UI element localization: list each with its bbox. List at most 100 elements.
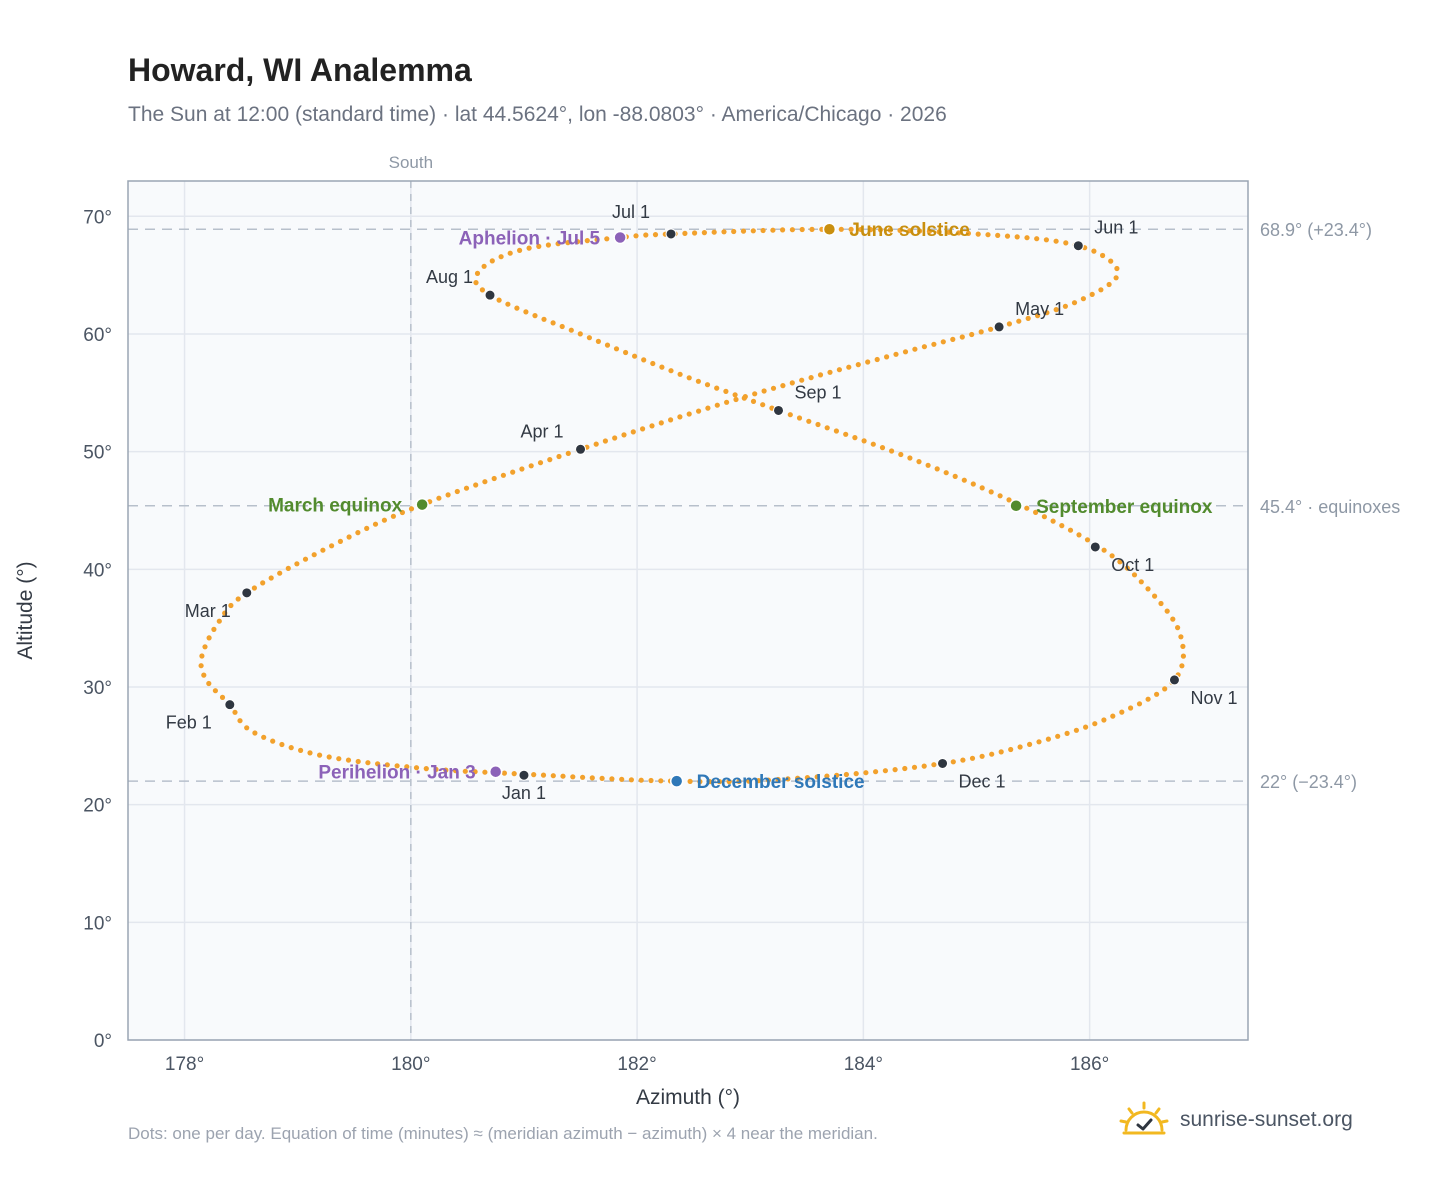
- daily-dot: [870, 441, 876, 447]
- daily-dot: [736, 778, 742, 785]
- daily-dot: [473, 482, 479, 488]
- daily-dot: [198, 663, 204, 669]
- month-marker-label: Feb 1: [166, 713, 212, 733]
- daily-dot: [1106, 281, 1112, 288]
- daily-dot: [462, 768, 468, 774]
- altitude-reference-label: 68.9° (+23.4°): [1260, 220, 1372, 240]
- daily-dot: [1059, 523, 1065, 529]
- daily-dot: [686, 411, 692, 417]
- daily-dot: [714, 402, 720, 408]
- daily-dot: [531, 772, 537, 778]
- daily-dot: [770, 227, 776, 233]
- daily-dot: [1035, 313, 1041, 319]
- daily-dot: [528, 463, 534, 469]
- brand-name[interactable]: sunrise-sunset.org: [1180, 1108, 1353, 1131]
- daily-dot: [1145, 696, 1151, 702]
- month-markers: Jan 1 Feb 1 Mar 1 Apr 1 May 1 Jun 1 Jul 1 Aug 1…: [166, 202, 1238, 803]
- daily-dot: [260, 580, 266, 586]
- daily-dot: [559, 323, 565, 330]
- x-tick-label: 180°: [391, 1054, 430, 1075]
- daily-dot: [799, 226, 805, 233]
- month-marker-dot: [224, 699, 236, 711]
- daily-dot: [780, 227, 786, 233]
- daily-dot: [609, 776, 615, 782]
- daily-dot: [1092, 721, 1098, 727]
- daily-dot: [560, 773, 566, 779]
- daily-dot: [277, 570, 283, 576]
- daily-dot: [686, 375, 692, 381]
- daily-dot: [604, 236, 610, 242]
- daily-dot: [940, 339, 946, 345]
- daily-dot: [1098, 287, 1104, 293]
- daily-dot: [950, 759, 956, 765]
- event-marker-dot: [415, 497, 429, 512]
- daily-dot: [632, 353, 638, 359]
- daily-dot: [472, 769, 478, 775]
- daily-dot: [337, 538, 343, 545]
- daily-dot: [659, 364, 665, 370]
- plot-area: [128, 181, 1248, 1040]
- daily-dot: [1073, 727, 1079, 733]
- daily-dot: [514, 305, 520, 311]
- daily-dot: [892, 767, 898, 773]
- daily-dot: [463, 485, 470, 491]
- x-axis-label: Azimuth (°): [636, 1086, 740, 1109]
- daily-dot: [865, 359, 871, 365]
- chart-subtitle: The Sun at 12:00 (standard time) · lat 4…: [128, 103, 947, 126]
- daily-dot: [473, 280, 479, 286]
- daily-dot: [202, 644, 208, 650]
- daily-dot: [1124, 565, 1130, 571]
- daily-dot: [833, 428, 840, 434]
- daily-dot: [959, 334, 965, 340]
- daily-dot: [677, 414, 683, 420]
- daily-dot: [1164, 608, 1170, 614]
- daily-dot: [206, 635, 212, 641]
- daily-dot: [724, 399, 730, 405]
- daily-dot: [815, 421, 821, 428]
- daily-dot: [789, 227, 796, 233]
- month-marker-label: Jan 1: [502, 783, 546, 803]
- daily-dot: [372, 521, 379, 527]
- event-marker-dot: [822, 222, 837, 236]
- axis-ticks: 178° 180° 182° 184° 186° 0° 10° 20° 30° 40° 50° 60°…: [83, 207, 1109, 1075]
- daily-dot: [770, 385, 777, 391]
- daily-dot: [926, 228, 933, 234]
- daily-dot: [726, 779, 732, 785]
- daily-dot: [978, 329, 984, 335]
- daily-dot: [541, 316, 547, 322]
- daily-dot: [1034, 236, 1040, 242]
- daily-dot: [479, 287, 485, 293]
- daily-dot: [960, 757, 966, 763]
- daily-dot: [855, 362, 861, 368]
- daily-dot: [556, 453, 562, 460]
- daily-dot: [237, 718, 243, 724]
- daily-dot: [668, 417, 674, 423]
- daily-dot: [1041, 514, 1047, 520]
- daily-dot: [936, 229, 942, 235]
- daily-dot: [692, 230, 698, 236]
- y-tick-label: 0°: [94, 1031, 112, 1052]
- daily-dot: [988, 326, 994, 332]
- daily-dot: [1063, 240, 1069, 246]
- daily-dot: [1119, 709, 1125, 715]
- daily-dot: [785, 776, 791, 782]
- daily-dot: [1017, 744, 1023, 750]
- daily-dot: [775, 776, 781, 783]
- daily-dot: [997, 493, 1003, 499]
- daily-dot: [336, 756, 342, 762]
- x-tick-label: 184°: [844, 1054, 883, 1075]
- daily-dot: [404, 764, 410, 770]
- daily-dot: [934, 466, 940, 472]
- daily-dot: [364, 525, 370, 532]
- brand[interactable]: sunrise-sunset.org: [1118, 1100, 1353, 1140]
- daily-dot: [863, 770, 869, 776]
- daily-dot: [511, 771, 517, 777]
- daily-dot: [1043, 237, 1049, 243]
- event-marker-label: March equinox: [268, 496, 403, 517]
- daily-dot: [887, 227, 893, 233]
- daily-dot: [423, 766, 429, 772]
- daily-dot: [882, 768, 889, 774]
- daily-dot: [510, 469, 516, 475]
- daily-dot: [381, 517, 387, 523]
